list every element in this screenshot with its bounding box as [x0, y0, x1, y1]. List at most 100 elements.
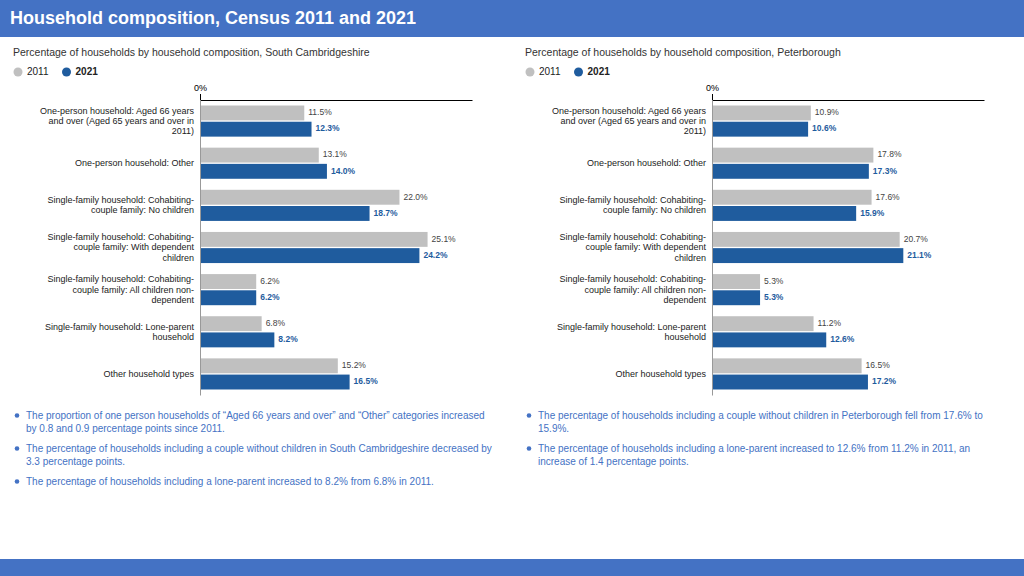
data-label: 22.0%: [403, 192, 428, 202]
data-label: 6.2%: [260, 276, 280, 286]
y-axis-line: [712, 101, 713, 396]
data-label: 25.1%: [432, 234, 457, 244]
y-tick: Single-family household: Cohabiting-coup…: [47, 195, 194, 215]
y-tick: One-person household: Aged 66 yearsand o…: [552, 106, 707, 137]
bar: [200, 190, 399, 205]
y-tick-label: Single-family household: Cohabiting-coup…: [47, 274, 194, 305]
title-bar: [0, 0, 1024, 37]
data-label: 17.8%: [877, 149, 902, 159]
y-tick-label: Other household types: [615, 369, 706, 379]
y-axis: One-person household: Aged 66 yearsand o…: [552, 101, 713, 396]
data-label: 12.6%: [830, 334, 855, 344]
legend-swatch: [62, 68, 71, 77]
y-tick: One-person household: Other: [587, 158, 706, 168]
chart-page: Household composition, Census 2011 and 2…: [0, 0, 1024, 576]
chart-panel: Percentage of households by household co…: [525, 46, 985, 467]
y-tick: Other household types: [103, 369, 194, 379]
y-tick-label: One-person household: Other: [75, 158, 194, 168]
bar: [200, 358, 338, 373]
annotation: The percentage of households including a…: [26, 443, 492, 467]
data-label: 5.3%: [764, 292, 784, 302]
y-axis-line: [200, 101, 201, 396]
legend-label: 2021: [76, 66, 99, 77]
data-label: 17.3%: [873, 166, 898, 176]
legend-swatch: [574, 68, 583, 77]
bar: [712, 122, 808, 137]
y-tick: Single-family household: Cohabiting-coup…: [559, 274, 706, 305]
bottom-bar: [0, 559, 1024, 576]
data-label: 16.5%: [354, 376, 379, 386]
bar: [712, 106, 811, 121]
bullet-dot: [527, 446, 532, 451]
bars: [200, 106, 428, 390]
page-background: [0, 0, 1024, 576]
y-tick-label: Single-family household: Cohabiting-coup…: [559, 195, 706, 215]
y-tick: One-person household: Aged 66 yearsand o…: [40, 106, 195, 137]
bar: [200, 290, 256, 305]
bullet-dot: [15, 446, 20, 451]
data-label: 11.2%: [818, 318, 842, 328]
y-tick: One-person household: Other: [75, 158, 194, 168]
subtitle: Percentage of households by household co…: [13, 46, 370, 58]
data-label: 6.8%: [266, 318, 286, 328]
bar: [712, 358, 862, 373]
y-tick-label: Single-family household: Lone-parenthous…: [45, 321, 195, 341]
bar: [200, 206, 370, 221]
page-title: Household composition, Census 2011 and 2…: [10, 8, 416, 28]
data-label: 15.9%: [860, 208, 885, 218]
subtitle: Percentage of households by household co…: [525, 46, 841, 58]
data-label: 17.2%: [872, 376, 897, 386]
bar: [200, 232, 428, 247]
x-tick-label: 0%: [706, 83, 719, 93]
data-label: 21.1%: [907, 250, 932, 260]
bar: [200, 375, 350, 390]
data-label: 13.1%: [323, 149, 348, 159]
bar: [712, 164, 869, 179]
data-label: 15.2%: [342, 360, 367, 370]
bar: [712, 206, 856, 221]
x-tick-mark: [712, 94, 713, 100]
y-tick: Single-family household: Lone-parenthous…: [45, 321, 195, 341]
x-axis: 0%: [706, 83, 985, 101]
y-tick-label: Single-family household: Cohabiting-coup…: [559, 232, 706, 263]
content-background: [0, 37, 1024, 559]
bullet-dot: [15, 479, 20, 484]
y-tick-label: Single-family household: Cohabiting-coup…: [559, 274, 706, 305]
bullet-dot: [527, 413, 532, 418]
data-label: 8.2%: [278, 334, 298, 344]
annotation: The percentage of households including a…: [538, 443, 970, 467]
data-label: 16.5%: [866, 360, 891, 370]
y-tick: Single-family household: Lone-parenthous…: [557, 321, 707, 341]
annotation: The percentage of households including a…: [26, 476, 434, 487]
data-label: 20.7%: [904, 234, 929, 244]
annotation: The proportion of one person households …: [26, 410, 485, 434]
y-tick-label: Single-family household: Lone-parenthous…: [557, 321, 707, 341]
data-label: 12.3%: [316, 123, 341, 133]
annotations: The proportion of one person households …: [15, 410, 492, 487]
y-tick: Single-family household: Cohabiting-coup…: [47, 232, 194, 263]
bar: [200, 148, 319, 163]
data-label: 10.9%: [815, 107, 840, 117]
bar: [200, 248, 419, 263]
annotation: The percentage of households including a…: [538, 410, 983, 434]
bar: [712, 148, 873, 163]
bar: [712, 232, 900, 247]
x-tick: 0%: [194, 83, 207, 100]
bar: [712, 274, 760, 289]
y-tick-label: One-person household: Aged 66 yearsand o…: [40, 106, 195, 137]
bullet-dot: [15, 413, 20, 418]
y-tick-label: One-person household: Other: [587, 158, 706, 168]
bar: [712, 375, 868, 390]
x-tick-label: 0%: [194, 83, 207, 93]
data-label: 24.2%: [423, 250, 448, 260]
bar: [712, 316, 814, 331]
y-tick-label: Other household types: [103, 369, 194, 379]
data-label: 10.6%: [812, 123, 837, 133]
legend-label: 2021: [588, 66, 611, 77]
data-labels: 10.9%17.8%17.6%20.7%5.3%11.2%16.5%10.6%1…: [764, 107, 932, 386]
y-tick-label: Single-family household: Cohabiting-coup…: [47, 232, 194, 263]
y-tick: Single-family household: Cohabiting-coup…: [559, 232, 706, 263]
chart-panel: Percentage of households by household co…: [13, 46, 492, 487]
legend-label: 2011: [27, 66, 49, 77]
x-axis-line: [713, 100, 985, 101]
